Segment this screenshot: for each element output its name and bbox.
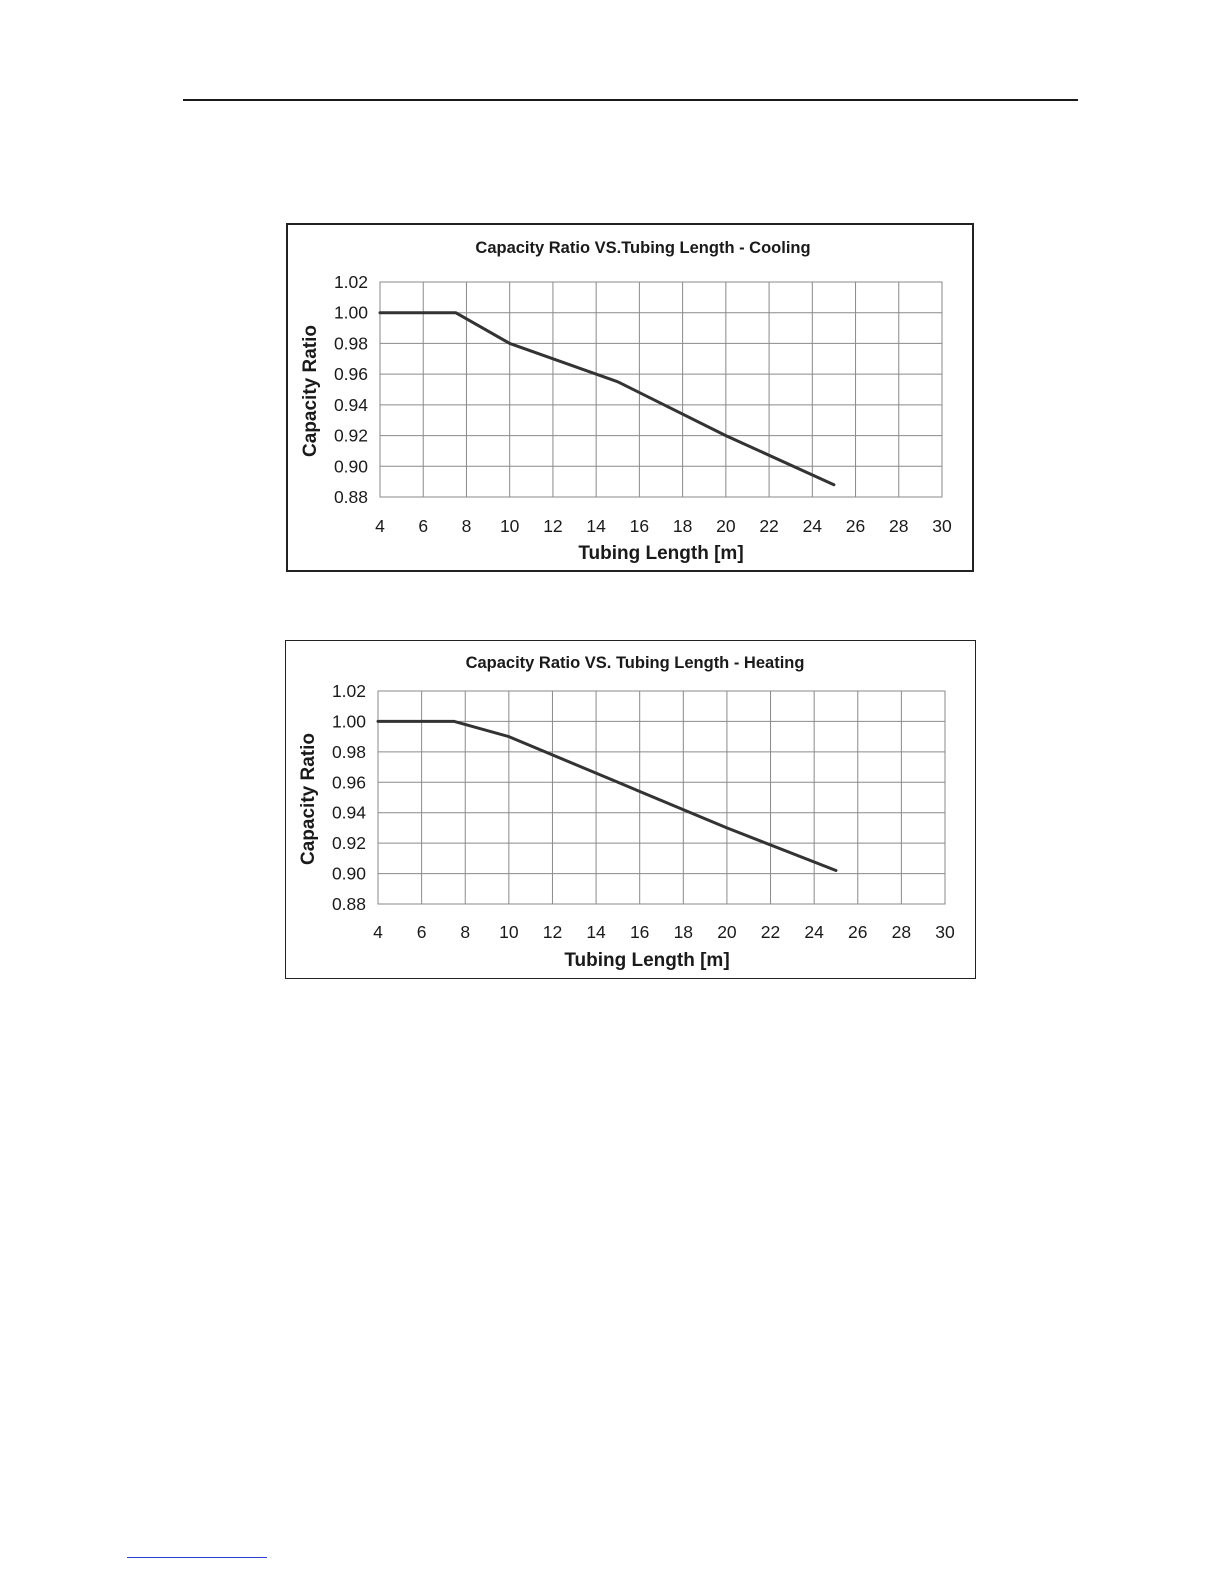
plot-area (377, 690, 946, 905)
cooling-chart: Capacity Ratio VS.Tubing Length - Coolin… (300, 239, 952, 564)
x-tick-label: 20 (716, 516, 736, 536)
x-tick-label: 18 (674, 922, 693, 942)
chart-title: Capacity Ratio VS. Tubing Length - Heati… (466, 654, 805, 672)
y-tick-label: 0.96 (334, 364, 368, 384)
x-tick-label: 28 (889, 516, 908, 536)
y-tick-label: 1.00 (334, 303, 368, 323)
x-tick-label: 30 (932, 516, 952, 536)
x-tick-label: 26 (846, 516, 865, 536)
series-line-heating (376, 719, 838, 872)
x-tick-label: 6 (417, 922, 427, 942)
x-axis-label: Tubing Length [m] (578, 543, 743, 564)
y-tick-label: 0.96 (332, 772, 366, 792)
x-tick-label: 4 (373, 922, 383, 942)
x-tick-label: 28 (892, 922, 911, 942)
x-tick-label: 24 (804, 922, 824, 942)
plot-area (379, 281, 943, 498)
y-tick-label: 1.02 (332, 681, 366, 701)
x-tick-label: 6 (418, 516, 428, 536)
x-tick-label: 22 (761, 922, 780, 942)
y-tick-label: 0.90 (334, 456, 368, 476)
x-tick-label: 4 (375, 516, 385, 536)
y-tick-label: 0.98 (332, 742, 366, 762)
y-tick-label: 0.92 (334, 426, 368, 446)
y-tick-label: 0.88 (332, 894, 366, 914)
x-tick-label: 30 (935, 922, 955, 942)
x-tick-label: 10 (499, 922, 519, 942)
x-tick-label: 20 (717, 922, 737, 942)
cooling-chart-frame: Capacity Ratio VS.Tubing Length - Coolin… (286, 223, 974, 572)
x-axis-label: Tubing Length [m] (564, 950, 729, 971)
x-tick-label: 16 (630, 922, 649, 942)
header-rule (183, 99, 1078, 101)
y-axis-label: Capacity Ratio (300, 325, 321, 457)
y-tick-label: 0.94 (334, 395, 368, 415)
heating-chart-frame: Capacity Ratio VS. Tubing Length - Heati… (285, 640, 976, 979)
x-tick-label: 18 (673, 516, 692, 536)
x-tick-label: 8 (460, 922, 470, 942)
y-tick-label: 1.00 (332, 711, 366, 731)
x-tick-label: 26 (848, 922, 867, 942)
x-tick-label: 14 (586, 516, 606, 536)
y-tick-label: 0.92 (332, 833, 366, 853)
x-tick-label: 8 (462, 516, 472, 536)
y-tick-label: 0.90 (332, 864, 366, 884)
y-tick-label: 0.94 (332, 803, 366, 823)
x-tick-label: 12 (543, 516, 562, 536)
series-line-cooling (378, 311, 836, 487)
x-tick-label: 22 (759, 516, 778, 536)
x-tick-label: 16 (630, 516, 649, 536)
y-tick-label: 1.02 (334, 272, 368, 292)
x-tick-label: 12 (543, 922, 562, 942)
x-tick-label: 24 (803, 516, 823, 536)
footer-link-rule (127, 1557, 267, 1558)
x-tick-label: 10 (500, 516, 520, 536)
y-tick-label: 0.98 (334, 333, 368, 353)
y-tick-label: 0.88 (334, 487, 368, 507)
heating-chart: Capacity Ratio VS. Tubing Length - Heati… (298, 654, 955, 971)
chart-title: Capacity Ratio VS.Tubing Length - Coolin… (475, 239, 810, 257)
x-tick-label: 14 (586, 922, 606, 942)
y-axis-label: Capacity Ratio (298, 733, 319, 865)
